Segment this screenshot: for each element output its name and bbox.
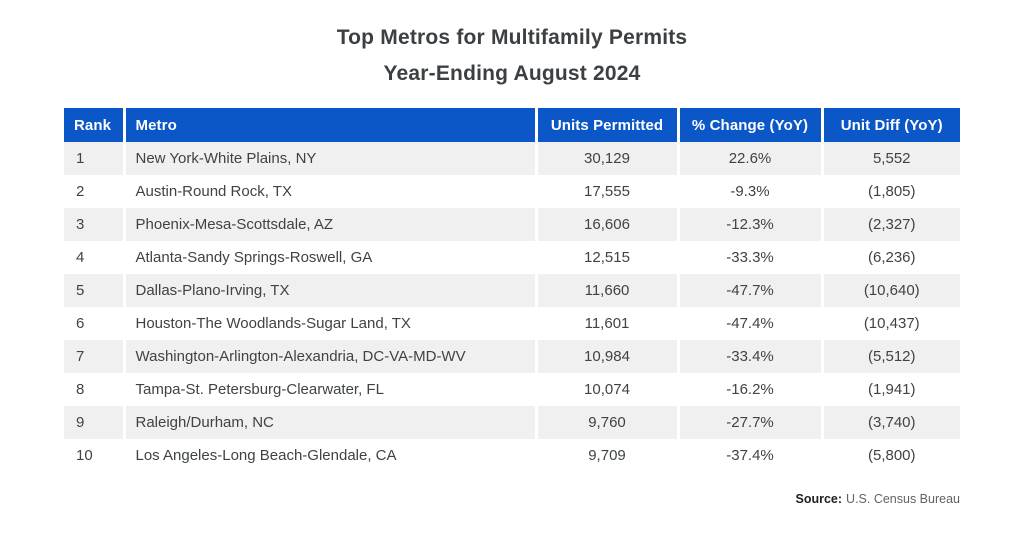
cell-unit-diff: (6,236) [820, 241, 960, 274]
cell-metro: Atlanta-Sandy Springs-Roswell, GA [122, 241, 536, 274]
cell-rank: 2 [76, 183, 85, 200]
cell-units-permitted: 10,074 [534, 373, 678, 406]
cell-metro: Austin-Round Rock, TX [122, 175, 536, 208]
source-label: Source: [795, 492, 843, 506]
cell-metro: New York-White Plains, NY [122, 142, 536, 175]
cell-unit-diff: 5,552 [820, 142, 960, 175]
cell-rank: 9 [76, 414, 85, 431]
cell-pct-change: -27.7% [676, 406, 822, 439]
table-row: 6 Houston-The Woodlands-Sugar Land, TX 11,… [64, 307, 960, 340]
cell-unit-diff: (1,805) [820, 175, 960, 208]
cell-metro: Dallas-Plano-Irving, TX [122, 274, 536, 307]
cell-pct-change: -33.3% [676, 241, 822, 274]
col-header-metro: Metro [122, 108, 536, 142]
cell-pct-change: 22.6% [676, 142, 822, 175]
table-row: 1 New York-White Plains, NY 30,129 22.6% 5,5… [64, 142, 960, 175]
col-header-rank: Rank [64, 108, 124, 142]
cell-units-permitted: 17,555 [534, 175, 678, 208]
table-row: 4 Atlanta-Sandy Springs-Roswell, GA 12,515… [64, 241, 960, 274]
table-row: 10 Los Angeles-Long Beach-Glendale, CA 9,7… [64, 439, 960, 472]
cell-rank: 10 [76, 447, 93, 464]
cell-unit-diff: (5,512) [820, 340, 960, 373]
cell-metro: Phoenix-Mesa-Scottsdale, AZ [122, 208, 536, 241]
title-line-2: Year-Ending August 2024 [383, 62, 641, 85]
table-row: 8 Tampa-St. Petersburg-Clearwater, FL 10,0… [64, 373, 960, 406]
cell-rank: 6 [76, 315, 85, 332]
cell-units-permitted: 16,606 [534, 208, 678, 241]
cell-pct-change: -33.4% [676, 340, 822, 373]
col-header-pct-change: % Change (YoY) [676, 108, 822, 142]
source-note: Source: U.S. Census Bureau [64, 492, 961, 506]
cell-unit-diff: (10,640) [820, 274, 960, 307]
source-text: U.S. Census Bureau [846, 492, 960, 506]
cell-unit-diff: (5,800) [820, 439, 960, 472]
cell-metro: Houston-The Woodlands-Sugar Land, TX [122, 307, 536, 340]
table-row: 2 Austin-Round Rock, TX 17,555 -9.3% (1,805) [64, 175, 960, 208]
cell-units-permitted: 11,601 [534, 307, 678, 340]
cell-rank: 4 [76, 249, 85, 266]
cell-metro: Raleigh/Durham, NC [122, 406, 536, 439]
title-line-1: Top Metros for Multifamily Permits [336, 26, 688, 49]
cell-unit-diff: (1,941) [820, 373, 960, 406]
cell-units-permitted: 10,984 [534, 340, 678, 373]
cell-units-permitted: 30,129 [534, 142, 678, 175]
cell-rank: 3 [76, 216, 85, 233]
cell-metro: Tampa-St. Petersburg-Clearwater, FL [122, 373, 536, 406]
cell-pct-change: -47.4% [676, 307, 822, 340]
chart-title: Top Metros for Multifamily Permits Year-… [64, 20, 960, 92]
table-row: 5 Dallas-Plano-Irving, TX 11,660 -47.7% (10,… [64, 274, 960, 307]
cell-pct-change: -37.4% [676, 439, 822, 472]
cell-units-permitted: 12,515 [534, 241, 678, 274]
cell-rank: 1 [76, 150, 85, 167]
cell-unit-diff: (3,740) [820, 406, 960, 439]
cell-rank: 7 [76, 348, 85, 365]
table-header-row: Rank Metro Units Permitted % Change (YoY… [64, 108, 960, 142]
cell-unit-diff: (2,327) [820, 208, 960, 241]
cell-units-permitted: 9,760 [534, 406, 678, 439]
cell-pct-change: -47.7% [676, 274, 822, 307]
permits-table: Rank Metro Units Permitted % Change (YoY… [64, 108, 960, 472]
cell-rank: 5 [76, 282, 85, 299]
cell-pct-change: -9.3% [676, 175, 822, 208]
cell-metro: Los Angeles-Long Beach-Glendale, CA [122, 439, 536, 472]
cell-rank: 8 [76, 381, 85, 398]
table-row: 3 Phoenix-Mesa-Scottsdale, AZ 16,606 -12.3%… [64, 208, 960, 241]
table-row: 7 Washington-Arlington-Alexandria, DC-VA-… [64, 340, 960, 373]
col-header-units-permitted: Units Permitted [534, 108, 678, 142]
cell-pct-change: -16.2% [676, 373, 822, 406]
table-row: 9 Raleigh/Durham, NC 9,760 -27.7% (3,740) [64, 406, 960, 439]
cell-pct-change: -12.3% [676, 208, 822, 241]
cell-unit-diff: (10,437) [820, 307, 960, 340]
cell-metro: Washington-Arlington-Alexandria, DC-VA-M… [122, 340, 536, 373]
cell-units-permitted: 11,660 [534, 274, 678, 307]
col-header-unit-diff: Unit Diff (YoY) [820, 108, 960, 142]
cell-units-permitted: 9,709 [534, 439, 678, 472]
